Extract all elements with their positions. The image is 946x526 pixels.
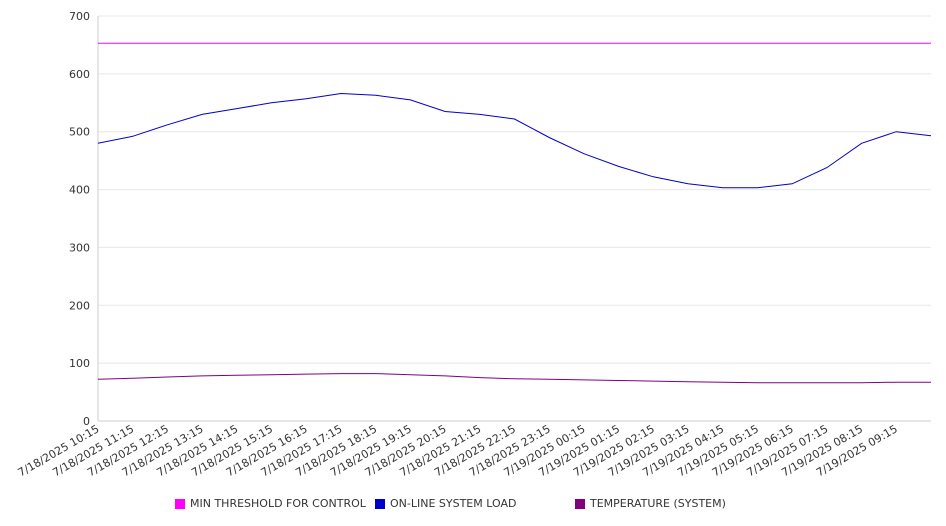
legend-item-online-system-load: ON-LINE SYSTEM LOAD: [375, 497, 516, 510]
grid: [97, 15, 931, 422]
legend-label-online-system-load: ON-LINE SYSTEM LOAD: [390, 497, 517, 510]
legend-label-temperature: TEMPERATURE (SYSTEM): [590, 497, 726, 510]
y-tick-label: 500: [69, 126, 90, 139]
y-tick-label: 700: [69, 10, 90, 23]
y-axis: 0 100 200 300 400 500 600 700: [69, 10, 90, 428]
y-tick-label: 600: [69, 68, 90, 81]
y-tick-label: 300: [69, 241, 90, 254]
legend: MIN THRESHOLD FOR CONTROL ON-LINE SYSTEM…: [0, 497, 946, 517]
legend-swatch-temperature: [575, 498, 585, 509]
legend-item-min-threshold: MIN THRESHOLD FOR CONTROL: [175, 497, 366, 510]
y-tick-label: 0: [83, 415, 90, 428]
series-line-2: [97, 373, 931, 384]
legend-swatch-min-threshold: [175, 498, 185, 509]
plot-area: [97, 42, 932, 384]
y-tick-label: 400: [69, 184, 90, 197]
legend-swatch-online-system-load: [375, 498, 385, 509]
x-axis: 7/18/2025 10:157/18/2025 11:157/18/2025 …: [16, 422, 900, 479]
y-tick-label: 100: [69, 357, 90, 370]
legend-item-temperature: TEMPERATURE (SYSTEM): [575, 497, 726, 510]
series-line-1: [97, 92, 932, 189]
y-tick-label: 200: [69, 299, 90, 312]
legend-label-min-threshold: MIN THRESHOLD FOR CONTROL: [190, 497, 366, 510]
